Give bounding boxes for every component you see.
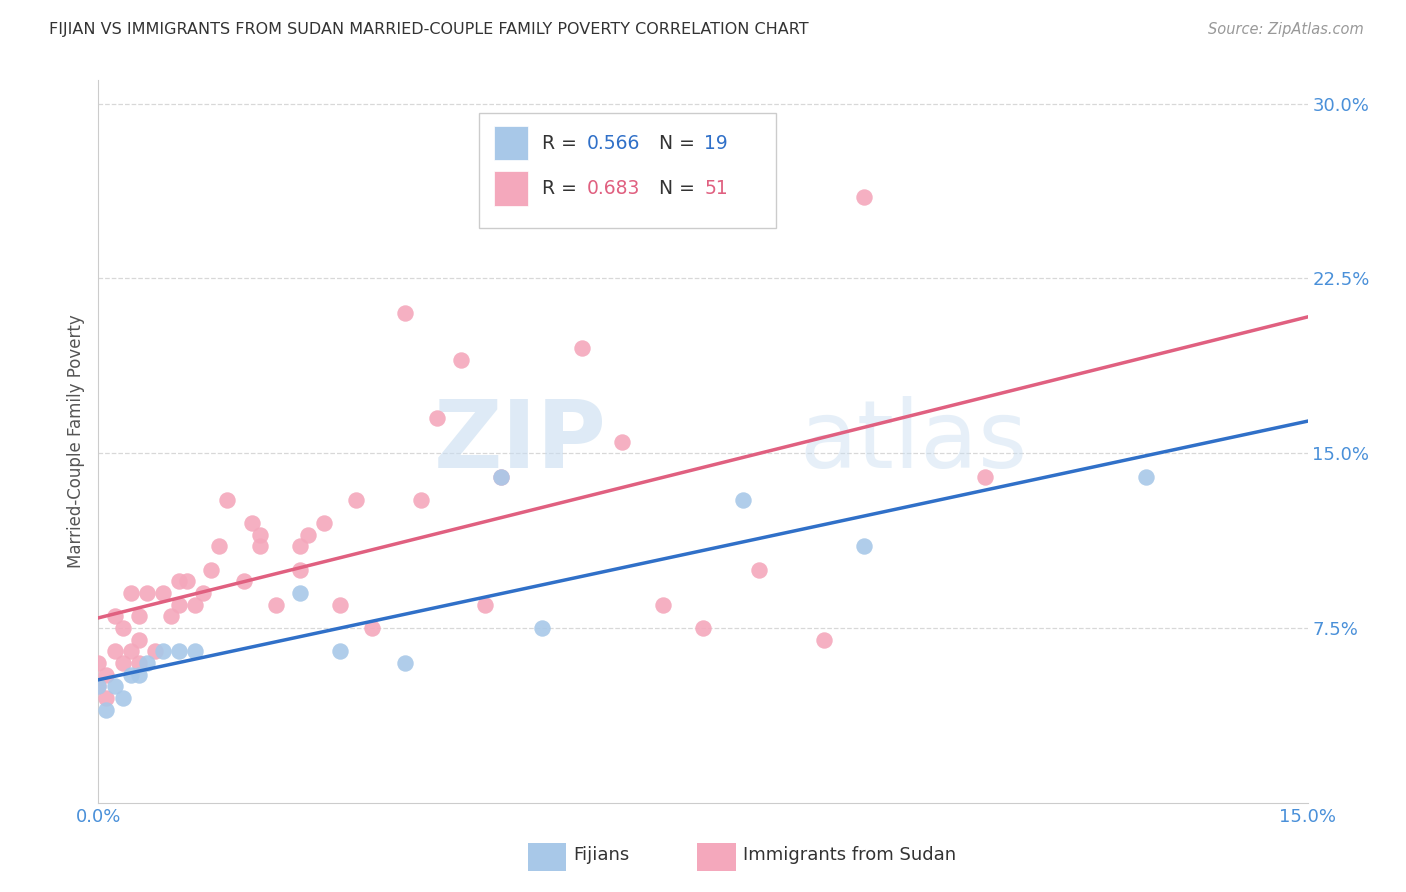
Point bbox=[120, 667, 142, 681]
Point bbox=[103, 644, 125, 658]
Text: N =: N = bbox=[659, 134, 702, 153]
Point bbox=[111, 656, 134, 670]
Bar bbox=[494, 126, 527, 161]
Point bbox=[176, 574, 198, 589]
Point bbox=[530, 621, 553, 635]
Point bbox=[96, 667, 118, 681]
Point bbox=[329, 598, 352, 612]
Point bbox=[651, 598, 673, 612]
Point bbox=[288, 563, 311, 577]
Point bbox=[208, 540, 231, 554]
Point bbox=[193, 586, 215, 600]
Point bbox=[249, 540, 271, 554]
Point bbox=[184, 598, 207, 612]
Point bbox=[249, 528, 271, 542]
Point bbox=[200, 563, 222, 577]
Point bbox=[152, 586, 174, 600]
Point bbox=[96, 702, 118, 716]
Bar bbox=[697, 843, 735, 871]
FancyBboxPatch shape bbox=[479, 112, 776, 228]
Point bbox=[128, 609, 150, 624]
Text: 19: 19 bbox=[704, 134, 728, 153]
Point bbox=[288, 586, 311, 600]
Point bbox=[143, 644, 166, 658]
Bar bbox=[494, 171, 527, 206]
Text: R =: R = bbox=[543, 134, 583, 153]
Point bbox=[135, 656, 157, 670]
Text: N =: N = bbox=[659, 179, 702, 198]
Text: Fijians: Fijians bbox=[574, 846, 630, 863]
Text: Immigrants from Sudan: Immigrants from Sudan bbox=[742, 846, 956, 863]
Point bbox=[111, 690, 134, 705]
Point bbox=[426, 411, 449, 425]
Text: FIJIAN VS IMMIGRANTS FROM SUDAN MARRIED-COUPLE FAMILY POVERTY CORRELATION CHART: FIJIAN VS IMMIGRANTS FROM SUDAN MARRIED-… bbox=[49, 22, 808, 37]
Point bbox=[217, 492, 239, 507]
Point bbox=[167, 598, 190, 612]
Point bbox=[853, 540, 876, 554]
Point bbox=[394, 306, 416, 320]
Point bbox=[120, 586, 142, 600]
Text: 51: 51 bbox=[704, 179, 728, 198]
Point bbox=[409, 492, 432, 507]
Point bbox=[87, 679, 110, 693]
Text: ZIP: ZIP bbox=[433, 395, 606, 488]
Point bbox=[491, 469, 513, 483]
Point bbox=[103, 609, 125, 624]
Point bbox=[612, 434, 634, 449]
Point bbox=[314, 516, 336, 530]
Point bbox=[450, 353, 472, 368]
Point bbox=[491, 469, 513, 483]
Point bbox=[167, 644, 190, 658]
Point bbox=[240, 516, 263, 530]
Text: atlas: atlas bbox=[800, 395, 1028, 488]
Point bbox=[135, 586, 157, 600]
Point bbox=[128, 632, 150, 647]
Text: R =: R = bbox=[543, 179, 583, 198]
Y-axis label: Married-Couple Family Poverty: Married-Couple Family Poverty bbox=[66, 315, 84, 568]
Point bbox=[974, 469, 997, 483]
Point bbox=[152, 644, 174, 658]
Point bbox=[87, 679, 110, 693]
Bar bbox=[527, 843, 567, 871]
Point bbox=[167, 574, 190, 589]
Point bbox=[813, 632, 835, 647]
Point bbox=[297, 528, 319, 542]
Point bbox=[344, 492, 367, 507]
Point bbox=[120, 644, 142, 658]
Point bbox=[692, 621, 714, 635]
Point bbox=[128, 656, 150, 670]
Point bbox=[1135, 469, 1157, 483]
Point bbox=[853, 190, 876, 204]
Point bbox=[288, 540, 311, 554]
Point bbox=[571, 341, 593, 355]
Text: Source: ZipAtlas.com: Source: ZipAtlas.com bbox=[1208, 22, 1364, 37]
Text: 0.683: 0.683 bbox=[586, 179, 640, 198]
Point bbox=[232, 574, 254, 589]
Point bbox=[329, 644, 352, 658]
Point bbox=[474, 598, 496, 612]
Text: 0.566: 0.566 bbox=[586, 134, 640, 153]
Point bbox=[184, 644, 207, 658]
Point bbox=[160, 609, 183, 624]
Point bbox=[264, 598, 287, 612]
Point bbox=[128, 667, 150, 681]
Point bbox=[96, 690, 118, 705]
Point bbox=[733, 492, 755, 507]
Point bbox=[111, 621, 134, 635]
Point bbox=[361, 621, 384, 635]
Point bbox=[748, 563, 770, 577]
Point bbox=[103, 679, 125, 693]
Point bbox=[394, 656, 416, 670]
Point bbox=[87, 656, 110, 670]
